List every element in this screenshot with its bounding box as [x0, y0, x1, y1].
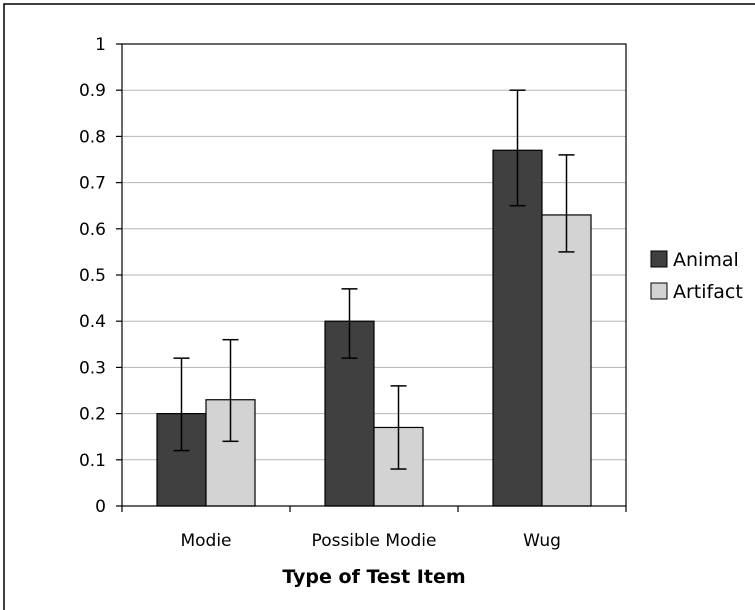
y-tick-label: 0.8: [79, 127, 106, 147]
chart-frame: [3, 3, 755, 610]
y-tick-label: 1: [95, 35, 106, 55]
y-tick-label: 0.1: [79, 451, 106, 471]
legend-swatch-artifact: [650, 282, 668, 300]
legend-swatch-animal: [650, 250, 668, 268]
bar-artifact-wug: [541, 214, 592, 507]
x-tick-label: Modie: [180, 531, 231, 551]
legend-label-animal: Animal: [673, 249, 739, 271]
legend: Animal Artifact: [650, 249, 743, 303]
bars: [156, 149, 592, 507]
x-tick-label: Possible Modie: [312, 531, 437, 551]
y-tick-label: 0: [95, 497, 106, 517]
axes: 0 0.1 0.2 0.3 0.4 0.5 0.6 0.7 0.8 0.9 1 Modie Possib…: [79, 35, 627, 551]
error-bars: [173, 89, 575, 470]
y-tick-label: 0.3: [79, 358, 106, 378]
y-tick-label: 0.7: [79, 174, 106, 194]
y-tick-label: 0.4: [79, 312, 106, 332]
y-tick-label: 0.9: [79, 81, 106, 101]
y-tick-label: 0.6: [79, 220, 106, 240]
x-tick-label: Wug: [523, 531, 561, 551]
x-axis-title: Type of Test Item: [282, 566, 465, 588]
legend-label-artifact: Artifact: [673, 281, 743, 303]
y-tick-label: 0.5: [79, 266, 106, 286]
y-tick-label: 0.2: [79, 405, 106, 425]
